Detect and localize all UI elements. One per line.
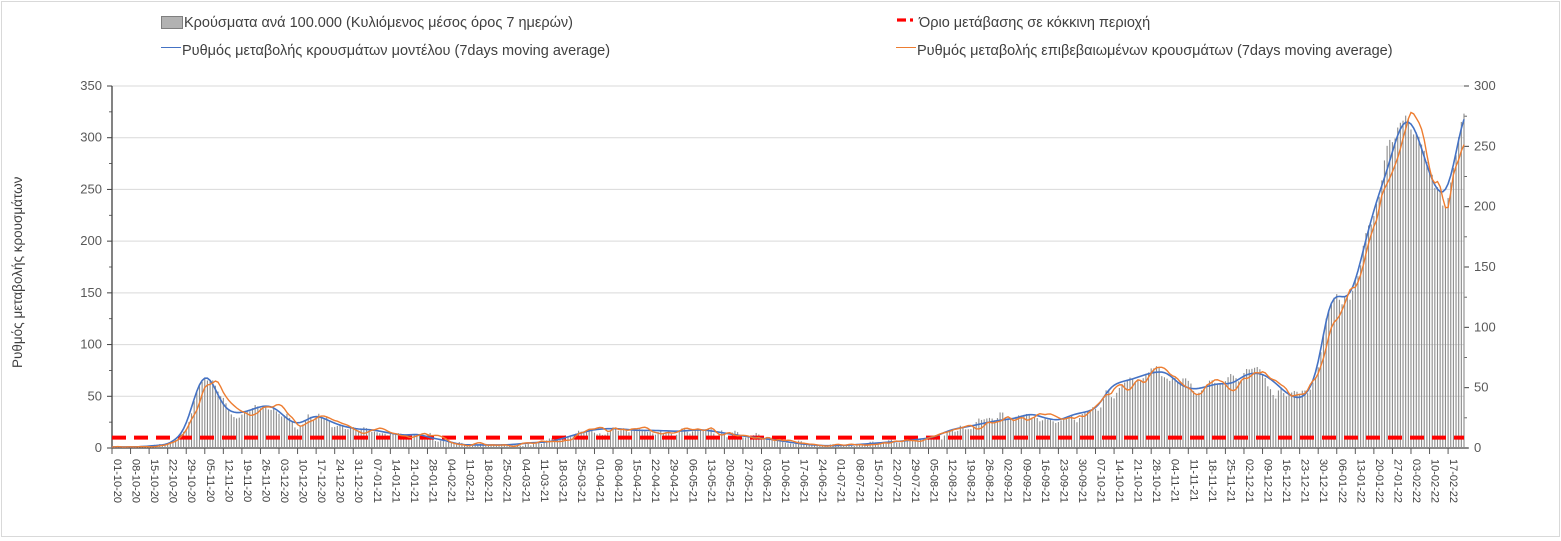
svg-text:10-12-20: 10-12-20 [297,459,309,503]
svg-text:25-02-21: 25-02-21 [501,459,513,503]
svg-text:22-10-20: 22-10-20 [167,459,179,503]
svg-text:12-08-21: 12-08-21 [946,459,958,503]
svg-text:15-07-21: 15-07-21 [872,459,884,503]
svg-text:11-11-21: 11-11-21 [1187,459,1199,501]
svg-text:50: 50 [88,388,102,403]
svg-text:25-11-21: 25-11-21 [1224,459,1236,502]
svg-text:250: 250 [80,181,102,196]
svg-text:26-11-20: 26-11-20 [259,459,271,502]
svg-text:12-11-20: 12-11-20 [222,459,234,502]
svg-text:17-06-21: 17-06-21 [798,459,810,503]
svg-text:04-03-21: 04-03-21 [519,459,531,503]
svg-text:18-11-21: 18-11-21 [1206,459,1218,502]
svg-text:16-12-21: 16-12-21 [1280,459,1292,503]
svg-text:150: 150 [80,285,102,300]
svg-text:01-10-20: 01-10-20 [111,459,123,503]
svg-text:20-01-22: 20-01-22 [1373,459,1385,503]
svg-text:50: 50 [1474,380,1488,395]
svg-text:08-07-21: 08-07-21 [853,459,865,503]
svg-text:01-04-21: 01-04-21 [593,459,605,503]
svg-text:20-05-21: 20-05-21 [723,459,735,503]
svg-text:27-05-21: 27-05-21 [742,459,754,503]
svg-text:24-06-21: 24-06-21 [816,459,828,503]
svg-text:250: 250 [1474,138,1496,153]
svg-text:300: 300 [80,130,102,145]
svg-text:04-02-21: 04-02-21 [445,459,457,503]
svg-text:23-09-21: 23-09-21 [1057,459,1069,503]
svg-text:150: 150 [1474,259,1496,274]
svg-text:02-12-21: 02-12-21 [1243,459,1255,503]
svg-text:0: 0 [95,440,102,455]
svg-text:04-11-21: 04-11-21 [1169,459,1181,502]
svg-text:26-08-21: 26-08-21 [983,459,995,503]
svg-text:15-04-21: 15-04-21 [631,459,643,503]
svg-text:09-12-21: 09-12-21 [1262,459,1274,503]
svg-text:30-09-21: 30-09-21 [1076,459,1088,503]
svg-text:15-10-20: 15-10-20 [148,459,160,503]
svg-text:29-10-20: 29-10-20 [185,459,197,503]
svg-text:03-06-21: 03-06-21 [760,459,772,503]
svg-text:01-07-21: 01-07-21 [835,459,847,503]
svg-text:03-12-20: 03-12-20 [278,459,290,503]
svg-text:23-12-21: 23-12-21 [1299,459,1311,503]
svg-text:22-07-21: 22-07-21 [890,459,902,503]
svg-text:13-01-22: 13-01-22 [1354,459,1366,503]
svg-text:21-10-21: 21-10-21 [1132,459,1144,503]
svg-text:16-09-21: 16-09-21 [1039,459,1051,503]
svg-text:31-12-20: 31-12-20 [352,459,364,503]
svg-text:10-06-21: 10-06-21 [779,459,791,503]
svg-text:02-09-21: 02-09-21 [1002,459,1014,503]
svg-text:28-01-21: 28-01-21 [426,459,438,503]
svg-text:27-01-22: 27-01-22 [1391,459,1403,503]
svg-text:09-09-21: 09-09-21 [1020,459,1032,503]
svg-text:05-08-21: 05-08-21 [928,459,940,503]
svg-text:29-07-21: 29-07-21 [909,459,921,503]
svg-text:200: 200 [1474,199,1496,214]
svg-text:03-02-22: 03-02-22 [1410,459,1422,503]
svg-text:21-01-21: 21-01-21 [408,459,420,503]
svg-text:18-03-21: 18-03-21 [556,459,568,503]
svg-text:08-10-20: 08-10-20 [130,459,142,503]
svg-text:17-02-22: 17-02-22 [1447,459,1459,503]
svg-text:07-10-21: 07-10-21 [1095,459,1107,503]
svg-text:30-12-21: 30-12-21 [1317,459,1329,503]
svg-text:24-12-20: 24-12-20 [334,459,346,503]
svg-text:100: 100 [80,337,102,352]
svg-text:18-02-21: 18-02-21 [482,459,494,503]
svg-text:22-04-21: 22-04-21 [649,459,661,503]
svg-text:11-03-21: 11-03-21 [538,459,550,502]
svg-text:06-01-22: 06-01-22 [1336,459,1348,503]
svg-text:29-04-21: 29-04-21 [668,459,680,503]
svg-text:100: 100 [1474,319,1496,334]
svg-text:300: 300 [1474,78,1496,93]
svg-text:28-10-21: 28-10-21 [1150,459,1162,503]
svg-text:19-08-21: 19-08-21 [965,459,977,503]
svg-text:350: 350 [80,78,102,93]
svg-text:200: 200 [80,233,102,248]
svg-text:10-02-22: 10-02-22 [1429,459,1441,503]
svg-text:13-05-21: 13-05-21 [705,459,717,503]
svg-text:14-01-21: 14-01-21 [389,459,401,503]
svg-text:0: 0 [1474,440,1481,455]
svg-text:19-11-20: 19-11-20 [241,459,253,502]
svg-text:25-03-21: 25-03-21 [575,459,587,503]
svg-text:11-02-21: 11-02-21 [464,459,476,502]
svg-text:17-12-20: 17-12-20 [315,459,327,503]
svg-text:07-01-21: 07-01-21 [371,459,383,503]
svg-text:05-11-20: 05-11-20 [204,459,216,502]
svg-text:06-05-21: 06-05-21 [686,459,698,503]
svg-text:14-10-21: 14-10-21 [1113,459,1125,503]
svg-text:08-04-21: 08-04-21 [612,459,624,503]
